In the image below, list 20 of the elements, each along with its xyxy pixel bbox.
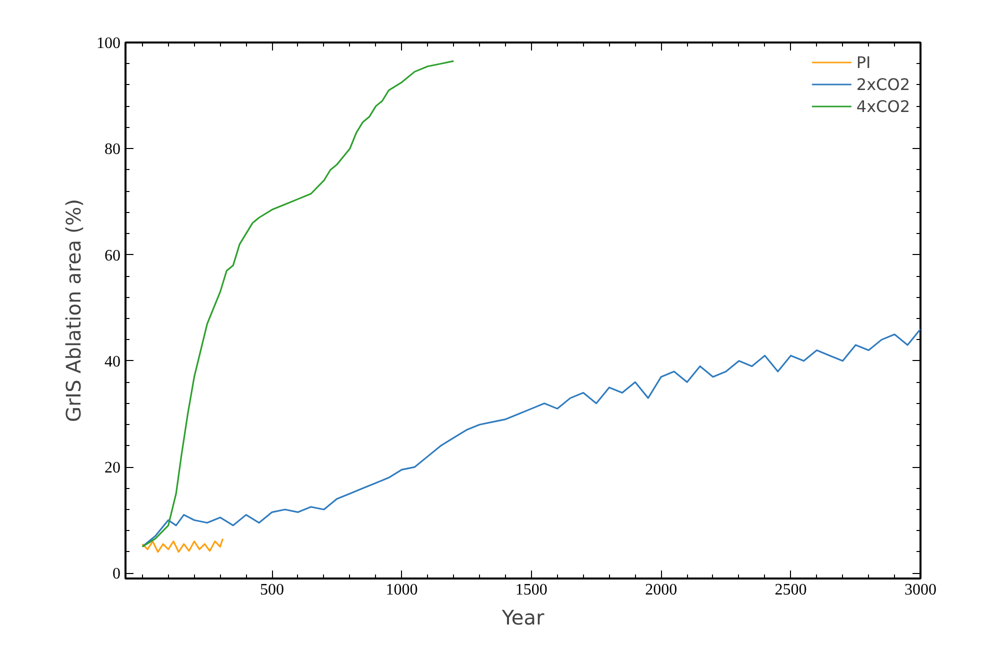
line-series	[142, 328, 920, 548]
y-tick-label: 80	[104, 141, 120, 158]
y-tick-label: 0	[112, 566, 120, 583]
y-tick-label: 20	[104, 460, 120, 477]
y-tick-label: 60	[104, 247, 120, 264]
x-tick-label: 2500	[774, 582, 807, 598]
x-tick-label: 1000	[386, 582, 418, 598]
x-tick-label: 500	[260, 582, 284, 598]
y-tick-label: 40	[104, 353, 120, 370]
x-axis-title: Year	[500, 606, 545, 630]
legend-label: PI	[856, 52, 872, 72]
x-tick-label: 3000	[904, 582, 936, 598]
legend-label: 4xCO2	[856, 96, 910, 116]
legend-label: 2xCO2	[856, 74, 910, 94]
line-series	[142, 60, 454, 548]
x-tick-label: 1500	[515, 582, 548, 598]
x-tick-label: 2000	[645, 582, 678, 598]
y-axis-title: GrIS Ablation area (%)	[62, 198, 86, 422]
y-tick-label: 100	[96, 35, 120, 52]
line-series	[142, 538, 224, 553]
